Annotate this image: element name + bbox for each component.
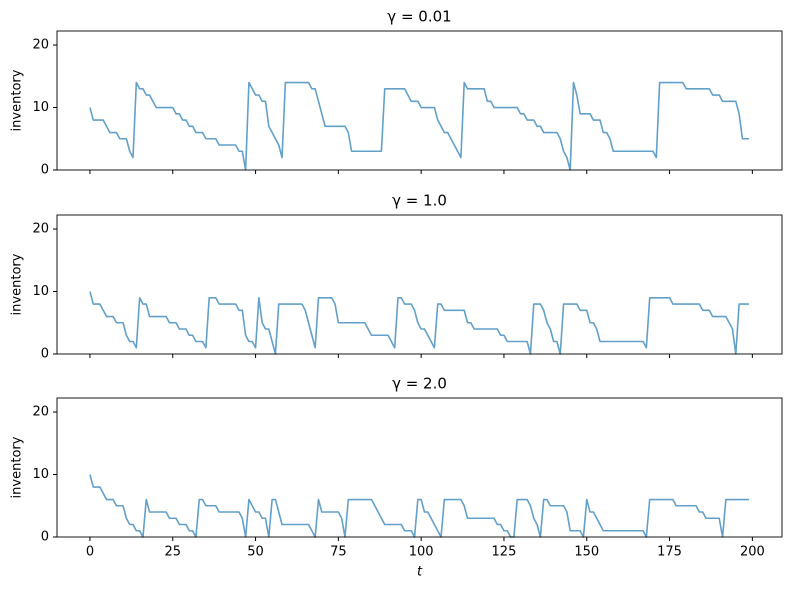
y-tick-label: 0 [41,163,49,178]
y-tick-label: 20 [32,405,49,420]
y-tick-label: 10 [32,284,49,299]
x-tick-label: 125 [492,545,517,560]
inventory-line [89,291,750,355]
y-axis-label: inventory [10,253,25,315]
axes-frame [56,397,783,538]
x-tick-label: 175 [657,545,682,560]
inventory-line [89,81,750,171]
y-tick-label: 20 [32,38,49,53]
x-tick-label: 50 [247,545,264,560]
x-tick-label: 100 [409,545,434,560]
y-tick-label: 10 [32,467,49,482]
y-tick-label: 10 [32,100,49,115]
axes-frame [56,30,783,171]
x-tick-label: 75 [330,545,347,560]
subplot: γ = 1.0 inventory 0 10 20 [10,192,783,362]
y-tick-label: 0 [41,347,49,362]
x-axis-label: t [417,565,423,580]
axes-frame [56,214,783,355]
subplot-title: γ = 0.01 [387,8,451,26]
x-tick-label: 200 [740,545,765,560]
subplot-title: γ = 2.0 [392,375,447,393]
x-tick-label: 0 [86,545,94,560]
x-tick-label: 25 [164,545,181,560]
x-tick-label: 150 [574,545,599,560]
y-tick-label: 20 [32,222,49,237]
y-tick-label: 0 [41,530,49,545]
subplot: γ = 0.01 inventory 0 10 20 [10,8,783,178]
inventory-line [89,474,750,538]
subplot-title: γ = 1.0 [392,192,447,210]
y-axis-label: inventory [10,436,25,498]
y-axis-label: inventory [10,69,25,131]
